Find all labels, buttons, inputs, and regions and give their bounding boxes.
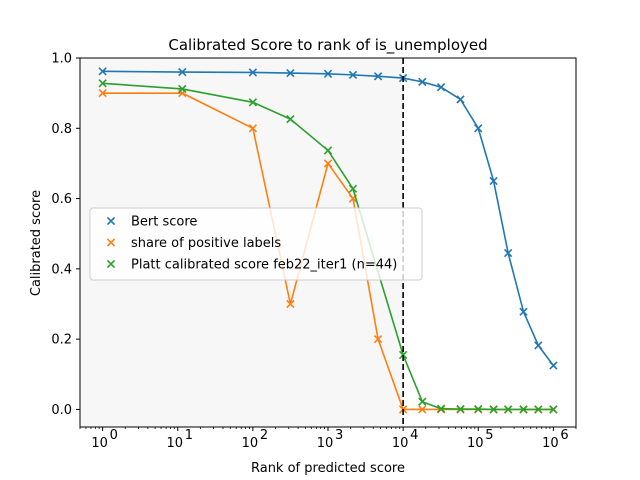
legend-box bbox=[89, 207, 423, 281]
y-tick-label: 1.0 bbox=[51, 52, 72, 67]
x-tick-label: 10 bbox=[317, 436, 334, 451]
legend-marker bbox=[106, 216, 116, 226]
y-tick-label: 0.0 bbox=[51, 403, 72, 418]
data-point bbox=[418, 77, 427, 87]
data-point bbox=[348, 70, 358, 80]
y-axis-label: Calibrated score bbox=[29, 190, 44, 296]
data-point bbox=[248, 68, 258, 77]
data-point bbox=[503, 405, 513, 414]
x-tick-label: 10 bbox=[392, 436, 409, 451]
data-point bbox=[503, 248, 513, 258]
data-point bbox=[519, 405, 528, 414]
x-tick-exponent: 4 bbox=[410, 428, 418, 443]
data-point bbox=[286, 299, 295, 309]
data-point bbox=[178, 67, 187, 77]
series-line-2 bbox=[102, 82, 554, 411]
data-point bbox=[98, 67, 107, 76]
data-point bbox=[98, 88, 107, 98]
y-tick-label: 0.4 bbox=[51, 262, 72, 277]
data-point bbox=[98, 79, 107, 88]
x-tick-exponent: 1 bbox=[185, 428, 193, 443]
data-point bbox=[534, 341, 543, 350]
data-point bbox=[323, 159, 333, 168]
y-tick-label: 0.6 bbox=[51, 192, 72, 207]
data-point bbox=[534, 405, 543, 414]
data-point bbox=[489, 405, 498, 414]
y-tick-label: 0.8 bbox=[51, 122, 72, 137]
data-point bbox=[348, 184, 358, 193]
data-point bbox=[248, 98, 258, 107]
data-point bbox=[474, 124, 483, 133]
data-point bbox=[373, 72, 383, 81]
x-axis-label: Rank of predicted score bbox=[251, 461, 405, 476]
data-point bbox=[286, 68, 295, 78]
data-point bbox=[248, 124, 258, 133]
legend-marker bbox=[106, 238, 116, 247]
legend-label: Platt calibrated score feb22_iter1 (n=44… bbox=[131, 258, 397, 273]
data-point bbox=[474, 404, 483, 414]
data-point bbox=[323, 146, 333, 155]
data-point bbox=[286, 114, 295, 124]
chart-title: Calibrated Score to rank of is_unemploye… bbox=[168, 36, 487, 55]
x-tick-exponent: 6 bbox=[560, 428, 568, 443]
x-tick-exponent: 0 bbox=[110, 428, 118, 443]
data-point bbox=[178, 84, 187, 94]
x-tick-exponent: 3 bbox=[335, 428, 343, 443]
x-tick-label: 10 bbox=[91, 436, 108, 451]
x-tick-label: 10 bbox=[467, 436, 484, 451]
legend-label: Bert score bbox=[131, 215, 197, 230]
data-point bbox=[456, 404, 465, 414]
data-point bbox=[398, 350, 408, 360]
y-tick-label: 0.2 bbox=[51, 333, 72, 348]
data-point bbox=[549, 361, 558, 370]
data-point bbox=[373, 334, 383, 344]
legend-label: share of positive labels bbox=[131, 236, 281, 251]
data-point bbox=[519, 307, 528, 316]
data-point bbox=[323, 69, 333, 78]
x-tick-label: 10 bbox=[542, 436, 559, 451]
x-tick-label: 10 bbox=[166, 436, 183, 451]
plot-area: 1001011021031041051060.00.20.40.60.81.0B… bbox=[51, 52, 577, 451]
data-point bbox=[456, 95, 465, 104]
x-tick-exponent: 2 bbox=[260, 428, 268, 443]
data-point bbox=[418, 405, 427, 414]
x-tick-exponent: 5 bbox=[485, 428, 493, 443]
x-tick-label: 10 bbox=[242, 436, 259, 451]
data-point bbox=[436, 404, 446, 413]
legend-marker bbox=[106, 259, 116, 269]
data-point bbox=[549, 405, 558, 414]
data-point bbox=[489, 176, 498, 186]
data-point bbox=[418, 397, 427, 406]
data-point bbox=[436, 83, 446, 92]
